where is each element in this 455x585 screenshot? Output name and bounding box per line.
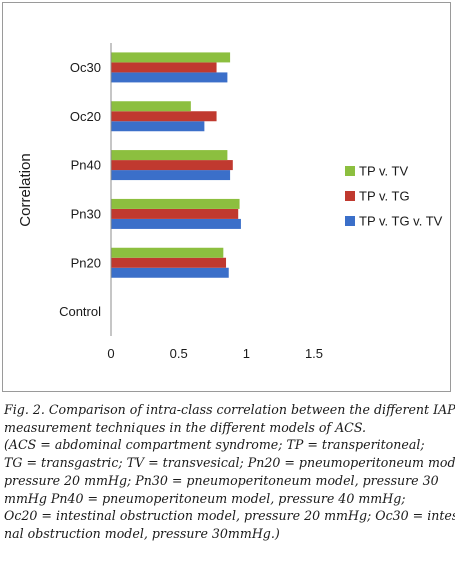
ticks-layer: 0 0.5 1 1.5 (107, 346, 323, 361)
bar-pn20-0 (111, 267, 229, 278)
bar-pn30-0 (111, 218, 241, 229)
category-label: Oc30 (70, 60, 101, 75)
caption-line: (ACS = abdominal compartment syndrome; T… (4, 437, 425, 453)
legend-swatch (345, 191, 355, 201)
bars-layer (111, 52, 241, 278)
x-tick-label: 1.5 (305, 346, 323, 361)
bar-pn40-2 (111, 150, 228, 161)
bar-chart: 0 0.5 1 1.5 Control Pn20 Pn30 Pn40 Oc20 Oc30 Cor… (17, 43, 443, 361)
x-tick-label: 0.5 (170, 346, 188, 361)
legend-label: TP v. TG v. TV (359, 214, 443, 229)
legend-label: TP v. TV (359, 164, 408, 179)
bar-pn40-1 (111, 160, 233, 171)
category-labels: Control Pn20 Pn30 Pn40 Oc20 Oc30 (59, 60, 101, 319)
bar-oc30-1 (111, 62, 217, 73)
bar-pn20-2 (111, 247, 224, 258)
figure-caption: Fig. 2. Comparison of intra-class correl… (4, 401, 455, 543)
caption-line: pressure 20 mmHg; Pn30 = pneumoperitoneu… (4, 472, 439, 488)
legend-swatch (345, 216, 355, 226)
bar-pn20-1 (111, 257, 227, 268)
bar-oc20-2 (111, 101, 191, 112)
caption-line: mmHg Pn40 = pneumoperitoneum model, pres… (4, 490, 406, 506)
bar-oc30-2 (111, 52, 231, 63)
bar-oc30-0 (111, 72, 228, 83)
legend-swatch (345, 166, 355, 176)
bar-pn40-0 (111, 170, 231, 181)
x-tick-label: 0 (107, 346, 114, 361)
bar-pn30-2 (111, 198, 240, 209)
caption-line: nal obstruction model, pressure 30mmHg.) (4, 525, 280, 541)
bar-oc20-1 (111, 111, 217, 122)
category-label: Oc20 (70, 109, 101, 124)
y-axis-title: Correlation (17, 153, 34, 226)
bar-oc20-0 (111, 121, 205, 132)
category-label: Pn20 (71, 255, 101, 270)
category-label: Control (59, 304, 101, 319)
caption-line: measurement techniques in the different … (4, 419, 367, 435)
legend: TP v. TV TP v. TG TP v. TG v. TV (345, 164, 443, 229)
bar-pn30-1 (111, 208, 239, 219)
caption-line: Oc20 = intestinal obstruction model, pre… (4, 508, 455, 524)
caption-line: Fig. 2. Comparison of intra-class correl… (4, 402, 455, 417)
x-tick-label: 1 (243, 346, 250, 361)
chart-frame: 0 0.5 1 1.5 Control Pn20 Pn30 Pn40 Oc20 Oc30 Cor… (2, 2, 451, 392)
category-label: Pn30 (71, 206, 101, 221)
category-label: Pn40 (71, 158, 101, 173)
legend-label: TP v. TG (359, 189, 410, 204)
caption-line: TG = transgastric; TV = transvesical; Pn… (4, 455, 455, 471)
